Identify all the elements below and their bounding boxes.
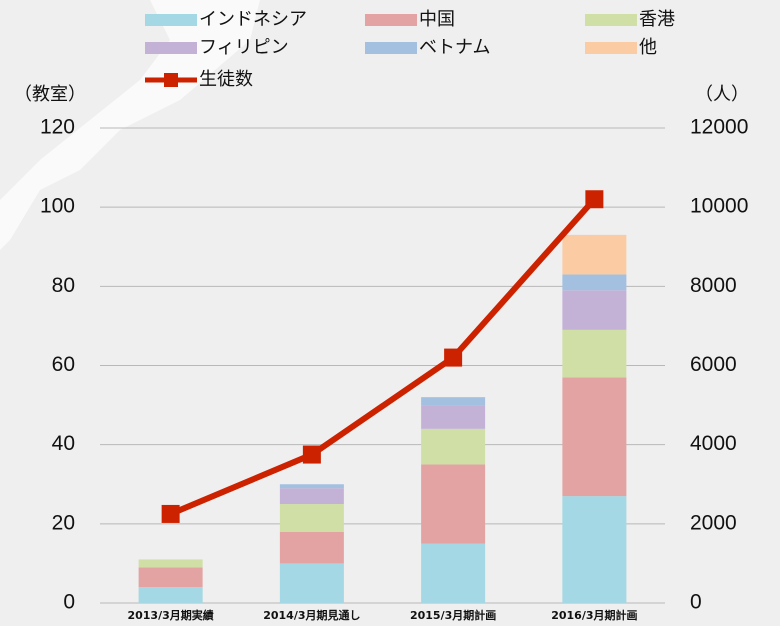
bar-segment [138, 587, 203, 603]
y-tick-label: 20 [52, 511, 75, 534]
line-marker [444, 348, 463, 367]
legend-label: ベトナム [419, 37, 490, 58]
y-axis-label: （教室） [14, 84, 86, 105]
legend-swatch [145, 42, 197, 54]
legend-swatch [145, 14, 197, 26]
y2-tick-label: 10000 [690, 195, 748, 218]
bar-segment [562, 234, 627, 275]
bar-segment [279, 504, 344, 532]
y-tick-label: 0 [63, 591, 75, 614]
legend-marker [164, 73, 178, 87]
bar-segment [138, 559, 203, 568]
y2-tick-label: 8000 [690, 274, 737, 297]
legend-swatch [365, 14, 417, 26]
y2-tick-label: 12000 [690, 116, 748, 139]
y-tick-label: 80 [52, 274, 75, 297]
line-marker [161, 504, 180, 523]
bar-segment [421, 397, 486, 406]
bar-segment [562, 329, 627, 378]
y2-tick-label: 6000 [690, 353, 737, 376]
legend-label: 他 [639, 37, 657, 58]
line [169, 197, 597, 517]
x-tick-label: 2016/3月期計画 [551, 608, 637, 622]
bar-segment [562, 496, 627, 603]
legend-swatch [585, 42, 637, 54]
y2-tick-label: 4000 [690, 432, 737, 455]
bar-segment [279, 488, 344, 505]
bar-segment [279, 531, 344, 564]
legend-label: インドネシア [199, 9, 307, 30]
bar-segment [421, 405, 486, 429]
map-shape [0, 0, 260, 250]
bar-segment [279, 484, 344, 489]
legend-label: 香港 [639, 9, 675, 30]
bar-segment [279, 563, 344, 603]
bar-segment [421, 428, 486, 465]
bar-segment [562, 290, 627, 330]
y-tick-label: 40 [52, 432, 75, 455]
x-tick-label: 2013/3月期実績 [127, 608, 213, 622]
bar-segment [421, 543, 486, 603]
bar-segment [562, 377, 627, 497]
y2-tick-label: 2000 [690, 511, 737, 534]
y-tick-label: 120 [40, 116, 75, 139]
bar-segment [421, 464, 486, 544]
legend-label: 中国 [419, 9, 455, 30]
legend-label: 生徒数 [199, 69, 253, 90]
line-marker [585, 190, 604, 209]
y-tick-label: 100 [40, 195, 75, 218]
legend-swatch [585, 14, 637, 26]
x-tick-label: 2014/3月期見通し [263, 608, 360, 622]
legend-label: フィリピン [199, 37, 289, 58]
y2-axis-label: （人） [695, 84, 749, 105]
x-tick-label: 2015/3月期計画 [410, 608, 496, 622]
legend-swatch [365, 42, 417, 54]
bar-segment [562, 274, 627, 291]
bar-segment [138, 567, 203, 588]
y-tick-label: 60 [52, 353, 75, 376]
y2-tick-label: 0 [690, 591, 702, 614]
line-marker [302, 445, 321, 464]
